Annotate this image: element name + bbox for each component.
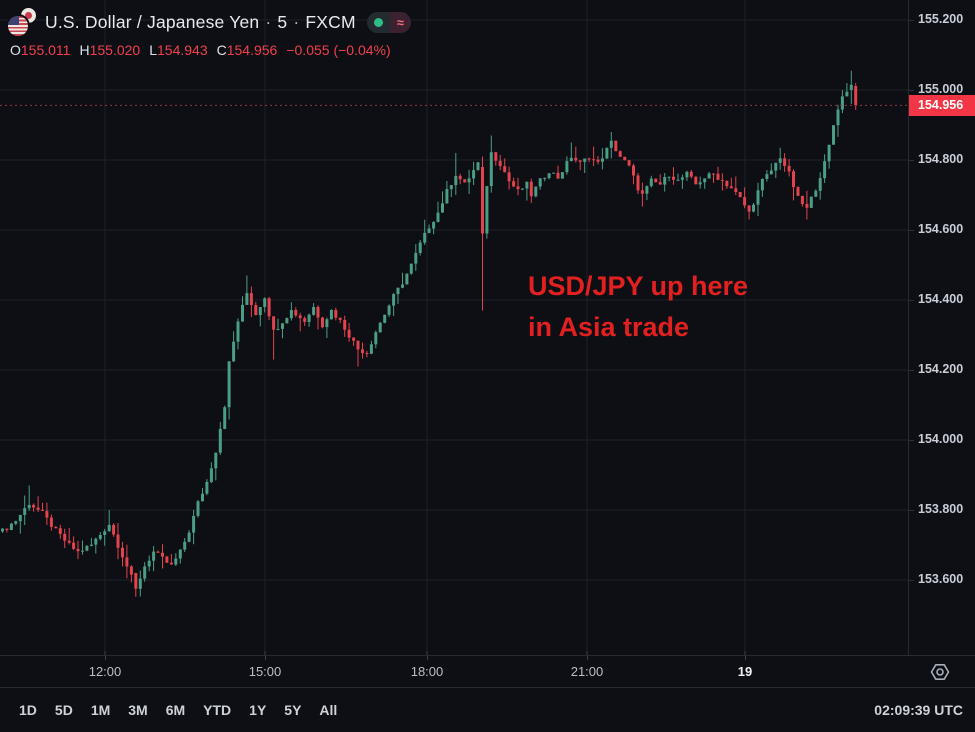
price-axis-label: 154.200 — [909, 362, 975, 376]
japan-flag-dot — [25, 12, 32, 19]
price-axis-label: 155.000 — [909, 82, 975, 96]
time-axis-tick — [265, 656, 266, 660]
chart-header: U.S. Dollar / Japanese Yen · 5 · FXCM ≈ O155… — [8, 7, 411, 58]
range-button-6m[interactable]: 6M — [165, 702, 186, 718]
price-axis-label: 154.000 — [909, 432, 975, 446]
time-axis-tick — [745, 656, 746, 660]
title-separator: · — [265, 11, 272, 32]
symbol-flag-pair-icon — [8, 7, 36, 37]
range-button-1m[interactable]: 1M — [90, 702, 111, 718]
exchange-name: FXCM — [305, 11, 356, 32]
axis-settings-icon[interactable] — [929, 661, 951, 683]
title-separator: · — [293, 11, 300, 32]
range-button-3m[interactable]: 3M — [128, 702, 148, 718]
range-button-1d[interactable]: 1D — [19, 702, 37, 718]
range-button-5d[interactable]: 5D — [54, 702, 73, 718]
last-price-badge: 154.956 — [909, 95, 975, 117]
price-axis-label: 155.200 — [909, 12, 975, 26]
time-axis-label: 21:00 — [570, 664, 604, 679]
price-axis[interactable]: 154.956 155.200 155.000 154.800 154.600 154.… — [908, 0, 975, 655]
clock-utc[interactable]: 02:09:39 UTC — [874, 702, 963, 718]
range-button-ytd[interactable]: YTD — [203, 702, 232, 718]
ohlc-open: O155.011 — [10, 42, 71, 58]
annotation-line-2: in Asia trade — [528, 312, 690, 342]
range-button-1y[interactable]: 1Y — [249, 702, 267, 718]
symbol-name: U.S. Dollar / Japanese Yen — [45, 11, 260, 32]
time-axis-label: 15:00 — [248, 664, 282, 679]
ohlc-readout: O155.011 H155.020 L154.943 C154.956 −0.0… — [10, 42, 411, 58]
price-axis-label: 154.600 — [909, 222, 975, 236]
us-flag-icon — [8, 16, 28, 36]
market-status-pill[interactable]: ≈ — [366, 11, 411, 33]
range-button-all[interactable]: All — [319, 702, 338, 718]
time-axis-tick — [427, 656, 428, 660]
annotation-line-1: USD/JPY up here — [528, 271, 749, 301]
time-axis[interactable]: 12:00 15:00 18:00 21:00 19 — [0, 655, 975, 687]
chart-annotation-text[interactable]: USD/JPY up here in Asia trade — [528, 266, 748, 348]
price-axis-label: 153.600 — [909, 572, 975, 586]
market-open-dot-icon — [373, 17, 383, 27]
interval-value: 5 — [277, 11, 288, 32]
ohlc-close: C154.956 — [216, 42, 278, 58]
delayed-data-section: ≈ — [389, 11, 411, 33]
price-axis-label: 154.800 — [909, 152, 975, 166]
approx-icon: ≈ — [396, 14, 404, 30]
symbol-title[interactable]: U.S. Dollar / Japanese Yen · 5 · FXCM — [45, 12, 356, 33]
range-button-5y[interactable]: 5Y — [284, 702, 302, 718]
price-axis-label: 153.800 — [909, 502, 975, 516]
range-toolbar: 1D 5D 1M 3M 6M YTD 1Y 5Y All 02:09:39 UTC — [0, 687, 975, 732]
symbol-title-row[interactable]: U.S. Dollar / Japanese Yen · 5 · FXCM ≈ — [8, 7, 411, 37]
price-change: −0.055 (−0.04%) — [286, 42, 391, 58]
ohlc-high: H155.020 — [79, 42, 141, 58]
market-open-section — [366, 11, 390, 33]
time-axis-label: 12:00 — [88, 664, 122, 679]
candlestick-chart[interactable] — [0, 0, 908, 655]
time-axis-tick — [587, 656, 588, 660]
time-axis-label: 19 — [737, 664, 753, 679]
price-axis-label: 154.400 — [909, 292, 975, 306]
us-flag-canton — [8, 16, 19, 25]
time-axis-tick — [105, 656, 106, 660]
ohlc-low: L154.943 — [149, 42, 208, 58]
time-axis-label: 18:00 — [410, 664, 444, 679]
